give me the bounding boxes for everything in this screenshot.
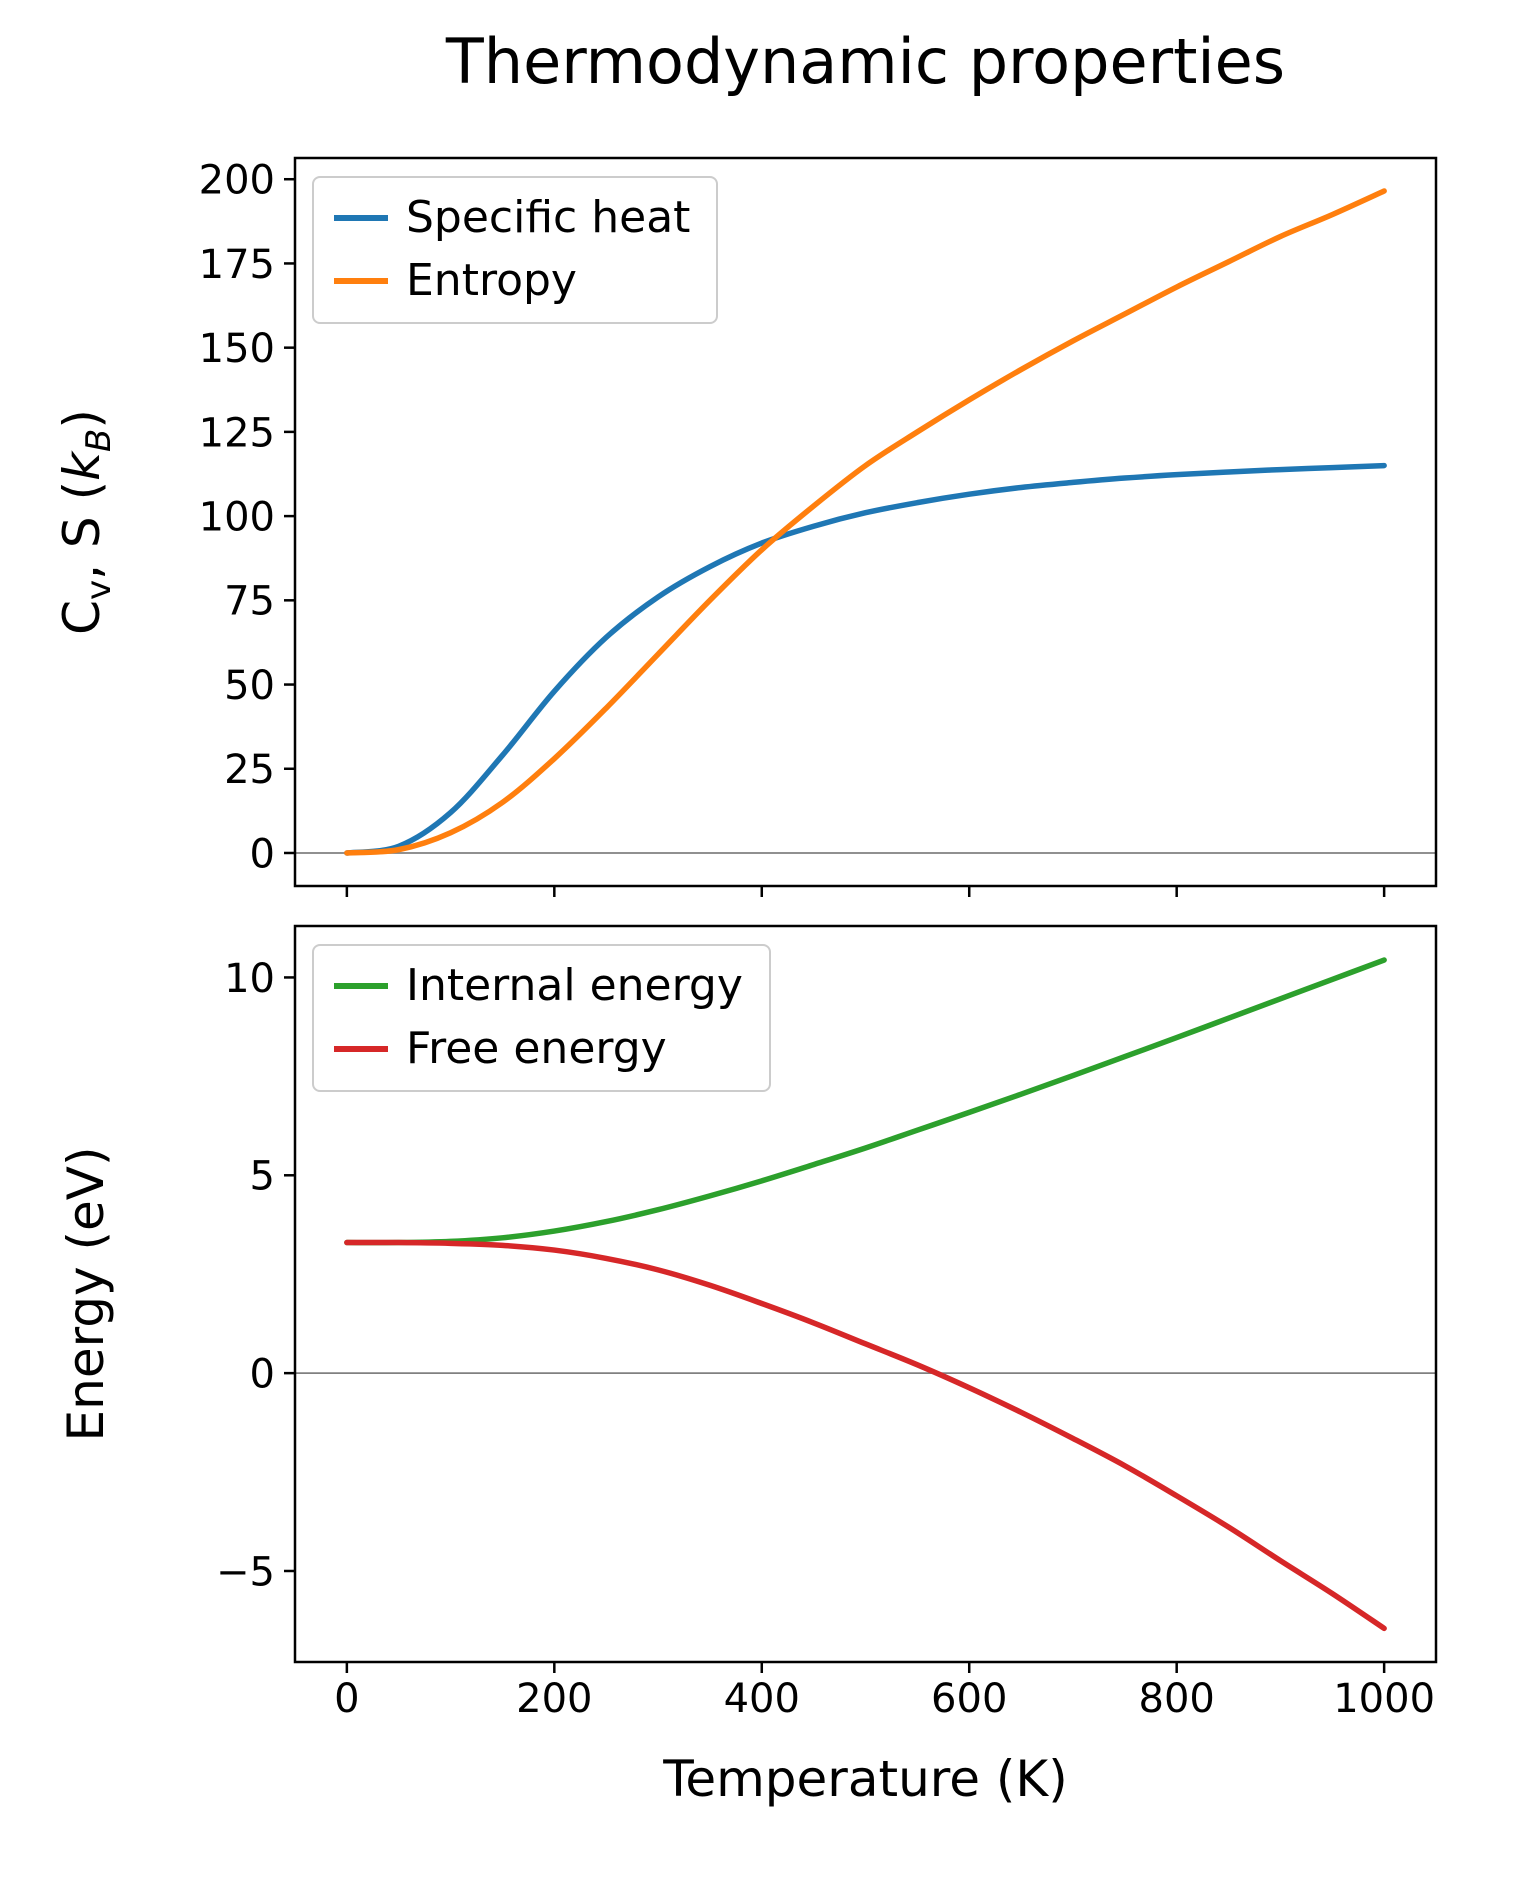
svg-text:150: 150 bbox=[199, 326, 275, 372]
svg-text:200: 200 bbox=[516, 1676, 592, 1722]
svg-text:1000: 1000 bbox=[1333, 1676, 1435, 1722]
entropy-line-swatch bbox=[334, 277, 388, 284]
svg-text:50: 50 bbox=[224, 663, 275, 709]
internal-energy-line-swatch bbox=[334, 982, 388, 989]
ylabel-top-mid: , S ( bbox=[53, 480, 111, 580]
svg-text:75: 75 bbox=[224, 579, 275, 625]
legend-label-internal-energy: Internal energy bbox=[406, 960, 743, 1011]
legend-bottom: Internal energy Free energy bbox=[312, 944, 771, 1092]
svg-text:800: 800 bbox=[1139, 1676, 1215, 1722]
svg-text:−5: −5 bbox=[216, 1549, 275, 1595]
svg-text:600: 600 bbox=[931, 1676, 1007, 1722]
y-axis-label-top: Cv, S (kB) bbox=[53, 409, 119, 635]
svg-text:10: 10 bbox=[224, 956, 275, 1002]
svg-text:25: 25 bbox=[224, 747, 275, 793]
legend-top: Specific heat Entropy bbox=[312, 176, 719, 324]
legend-label-specific-heat: Specific heat bbox=[406, 192, 691, 243]
svg-text:5: 5 bbox=[250, 1154, 275, 1200]
y-axis-label-bottom: Energy (eV) bbox=[57, 1146, 115, 1442]
x-axis-label: Temperature (K) bbox=[663, 1750, 1068, 1808]
svg-text:175: 175 bbox=[199, 242, 275, 288]
svg-text:0: 0 bbox=[250, 831, 275, 877]
svg-text:100: 100 bbox=[199, 495, 275, 541]
specific-heat-line-swatch bbox=[334, 214, 388, 221]
figure-title: Thermodynamic properties bbox=[445, 25, 1286, 98]
svg-text:0: 0 bbox=[250, 1352, 275, 1398]
legend-item-free-energy: Free energy bbox=[334, 1021, 743, 1076]
svg-text:200: 200 bbox=[199, 158, 275, 204]
ylabel-top-k: k bbox=[53, 451, 111, 481]
svg-text:400: 400 bbox=[724, 1676, 800, 1722]
legend-label-free-energy: Free energy bbox=[406, 1023, 667, 1074]
free-energy-line-swatch bbox=[334, 1045, 388, 1052]
svg-text:125: 125 bbox=[199, 410, 275, 456]
legend-item-specific-heat: Specific heat bbox=[334, 190, 690, 245]
ylabel-top-v-sub: v bbox=[79, 579, 119, 600]
legend-label-entropy: Entropy bbox=[406, 255, 577, 306]
ylabel-top-close: ) bbox=[53, 409, 111, 429]
svg-text:0: 0 bbox=[334, 1676, 359, 1722]
ylabel-top-c: C bbox=[53, 599, 111, 635]
ylabel-top-b-sub: B bbox=[79, 428, 119, 452]
legend-item-internal-energy: Internal energy bbox=[334, 958, 743, 1013]
legend-item-entropy: Entropy bbox=[334, 253, 690, 308]
